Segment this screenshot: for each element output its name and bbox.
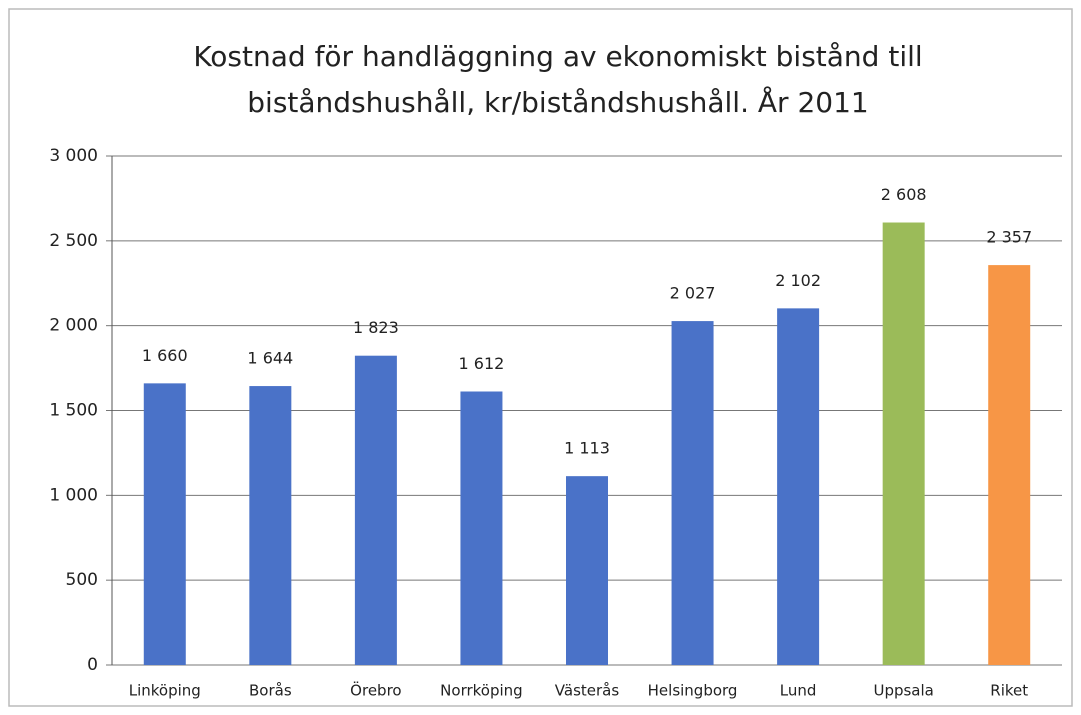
y-tick-label: 1 500 — [49, 401, 98, 421]
bar — [566, 476, 608, 665]
bar — [249, 386, 292, 665]
chart-title: biståndshushåll, kr/biståndshushåll. År … — [247, 85, 868, 119]
x-tick-label: Lund — [780, 682, 817, 700]
data-label: 2 027 — [670, 284, 716, 303]
bar — [354, 355, 397, 665]
y-tick-label: 3 000 — [49, 146, 98, 166]
y-tick-label: 2 000 — [49, 316, 98, 336]
bar — [988, 265, 1031, 665]
data-label: 2 102 — [775, 271, 821, 290]
x-tick-label: Riket — [990, 682, 1028, 700]
data-label: 1 660 — [142, 346, 188, 365]
data-label: 2 608 — [881, 185, 927, 204]
x-tick-label: Linköping — [129, 682, 201, 700]
bar — [777, 308, 820, 665]
bar — [671, 321, 714, 665]
chart-title: Kostnad för handläggning av ekonomiskt b… — [193, 40, 922, 73]
x-tick-label: Uppsala — [873, 682, 933, 700]
y-tick-label: 2 500 — [49, 231, 98, 251]
x-tick-label: Örebro — [350, 681, 401, 700]
chart-border — [8, 8, 1073, 707]
y-tick-label: 500 — [66, 570, 98, 590]
data-label: 1 644 — [247, 349, 293, 368]
y-tick-label: 0 — [87, 655, 98, 675]
x-tick-label: Borås — [249, 682, 292, 700]
bar — [882, 222, 925, 665]
bar — [143, 383, 186, 665]
data-label: 1 823 — [353, 318, 399, 337]
x-tick-label: Helsingborg — [648, 682, 738, 700]
y-tick-label: 1 000 — [49, 485, 98, 505]
bar — [460, 391, 503, 665]
data-label: 2 357 — [986, 228, 1032, 247]
x-tick-label: Västerås — [555, 682, 620, 700]
x-tick-label: Norrköping — [440, 682, 523, 700]
data-label: 1 612 — [459, 354, 505, 373]
data-label: 1 113 — [564, 439, 610, 458]
